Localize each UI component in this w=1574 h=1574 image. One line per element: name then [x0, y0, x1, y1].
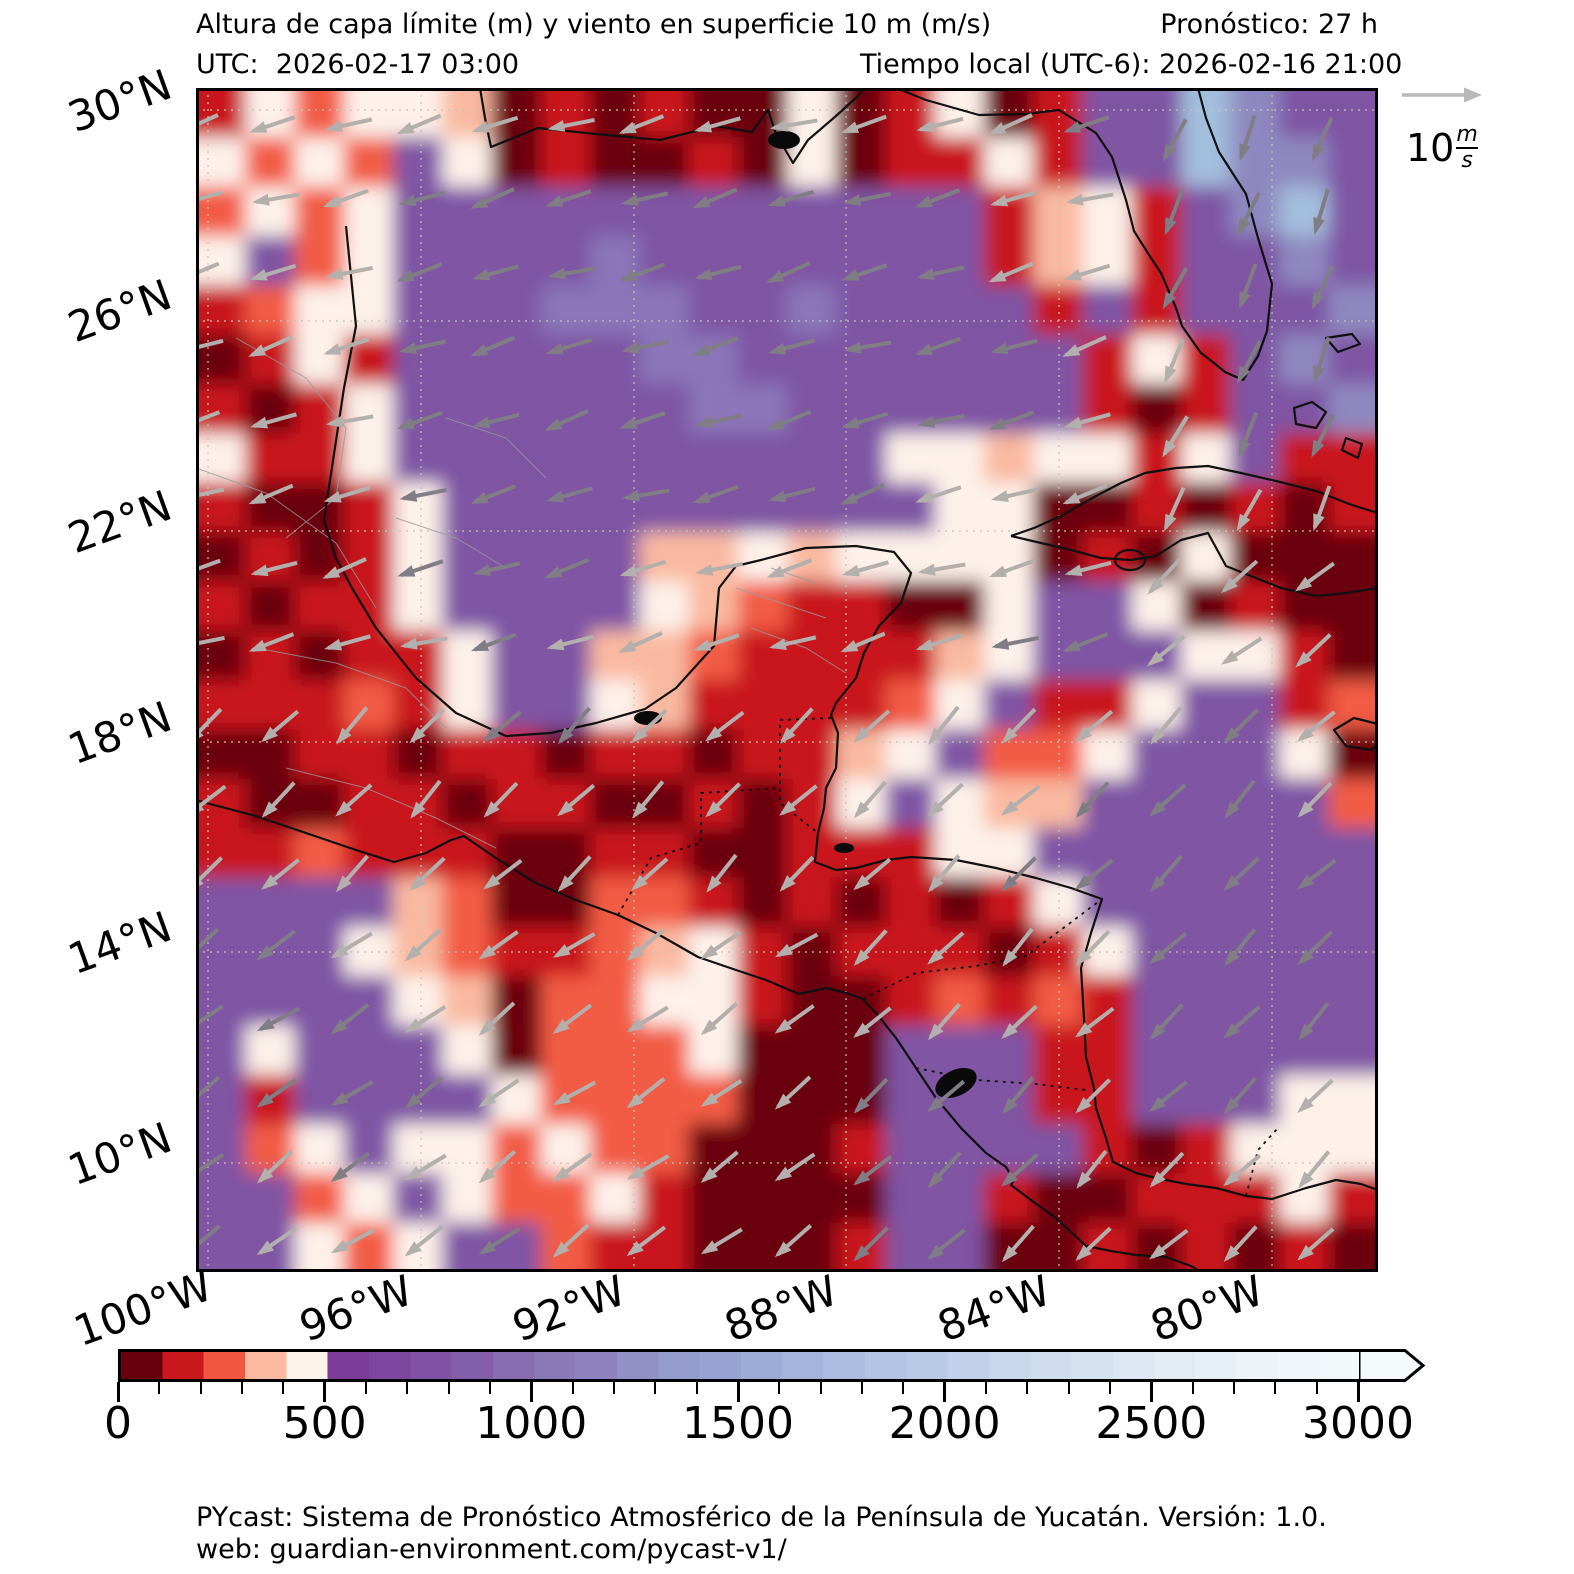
lat-tick-label: 18°N: [61, 691, 178, 775]
colorbar-tick: [241, 1382, 243, 1394]
wind-reference-arrow-icon: [1402, 87, 1482, 103]
country-borders: [617, 717, 1279, 1197]
colorbar-tick: [1149, 1382, 1153, 1402]
map-border: [196, 88, 1378, 1272]
colorbar-tick: [571, 1382, 574, 1394]
footer: PYcast: Sistema de Pronóstico Atmosféric…: [196, 1502, 1327, 1566]
wind-speed-value: 10: [1406, 126, 1455, 170]
lat-tick-label: 26°N: [61, 269, 178, 353]
colorbar-tick: [654, 1382, 657, 1394]
colorbar-tick: [365, 1382, 367, 1394]
colorbar-tick: [985, 1382, 987, 1394]
local-time-label: Tiempo local (UTC-6): 2026-02-16 21:00: [860, 49, 1403, 80]
coastlines: [196, 88, 1378, 1272]
wind-arrows: [196, 113, 1337, 1263]
wind-reference-label: 10 m s: [1406, 124, 1478, 172]
colorbar-tick-label: 0: [104, 1398, 132, 1449]
colorbar-tick-label: 2000: [888, 1398, 1001, 1449]
colorbar-tick: [1274, 1382, 1277, 1394]
admin-boundaries: [196, 337, 847, 849]
colorbar-tick-label: 1000: [475, 1398, 588, 1449]
colorbar-tick: [199, 1382, 202, 1394]
colorbar-tick: [943, 1382, 947, 1402]
lat-tick-label: 30°N: [61, 59, 178, 143]
lon-tick-label: 100°W: [67, 1261, 219, 1356]
colorbar-tick: [819, 1382, 822, 1394]
colorbar-tick: [1067, 1382, 1070, 1394]
map-canvas: [196, 88, 1378, 1272]
lat-tick-label: 14°N: [61, 901, 178, 985]
graticule-lines: [196, 88, 1378, 1272]
forecast-hour-label: Pronóstico: 27 h: [1160, 9, 1378, 40]
colorbar-tick: [158, 1382, 161, 1394]
colorbar-tick: [736, 1382, 740, 1402]
colorbar-gradient: [118, 1349, 1364, 1382]
colorbar-tick: [778, 1382, 781, 1394]
colorbar-tick: [282, 1382, 285, 1394]
colorbar-tick: [116, 1382, 120, 1402]
utc-time-label: UTC: 2026-02-17 03:00: [196, 49, 520, 80]
colorbar-tick-label: 2500: [1095, 1398, 1208, 1449]
colorbar-tick: [613, 1382, 615, 1394]
colorbar-tick-label: 500: [282, 1398, 367, 1449]
colorbar-tick: [1233, 1382, 1235, 1394]
colorbar-tick-label: 3000: [1302, 1398, 1414, 1449]
lakes: [634, 131, 977, 1099]
colorbar-tick: [323, 1382, 327, 1402]
colorbar-tick: [1191, 1382, 1194, 1394]
colorbar-tick: [1315, 1382, 1318, 1394]
colorbar-tick: [1026, 1382, 1029, 1394]
figure-title: Altura de capa límite (m) y viento en su…: [196, 9, 992, 40]
footer-credit: PYcast: Sistema de Pronóstico Atmosféric…: [196, 1502, 1327, 1533]
colorbar-tick: [447, 1382, 450, 1394]
colorbar-tick-label: 1500: [682, 1398, 794, 1449]
colorbar-tick: [529, 1382, 533, 1402]
colorbar-tick: [902, 1382, 905, 1394]
colorbar-tick: [861, 1382, 863, 1394]
lat-tick-label: 22°N: [61, 480, 178, 564]
lat-tick-label: 10°N: [61, 1112, 178, 1196]
colorbar-tick: [489, 1382, 491, 1394]
boundary-layer-heatmap: [196, 88, 1378, 1272]
footer-web: web: guardian-environment.com/pycast-v1/: [196, 1534, 787, 1565]
colorbar: 0 500 1000 1500 2000 2500 3000: [104, 1349, 1438, 1489]
colorbar-extend-arrow: [1359, 1349, 1426, 1382]
colorbar-tick: [1356, 1382, 1360, 1402]
colorbar-tick: [695, 1382, 698, 1394]
colorbar-tick: [406, 1382, 409, 1394]
colorbar-tick: [1109, 1382, 1111, 1394]
